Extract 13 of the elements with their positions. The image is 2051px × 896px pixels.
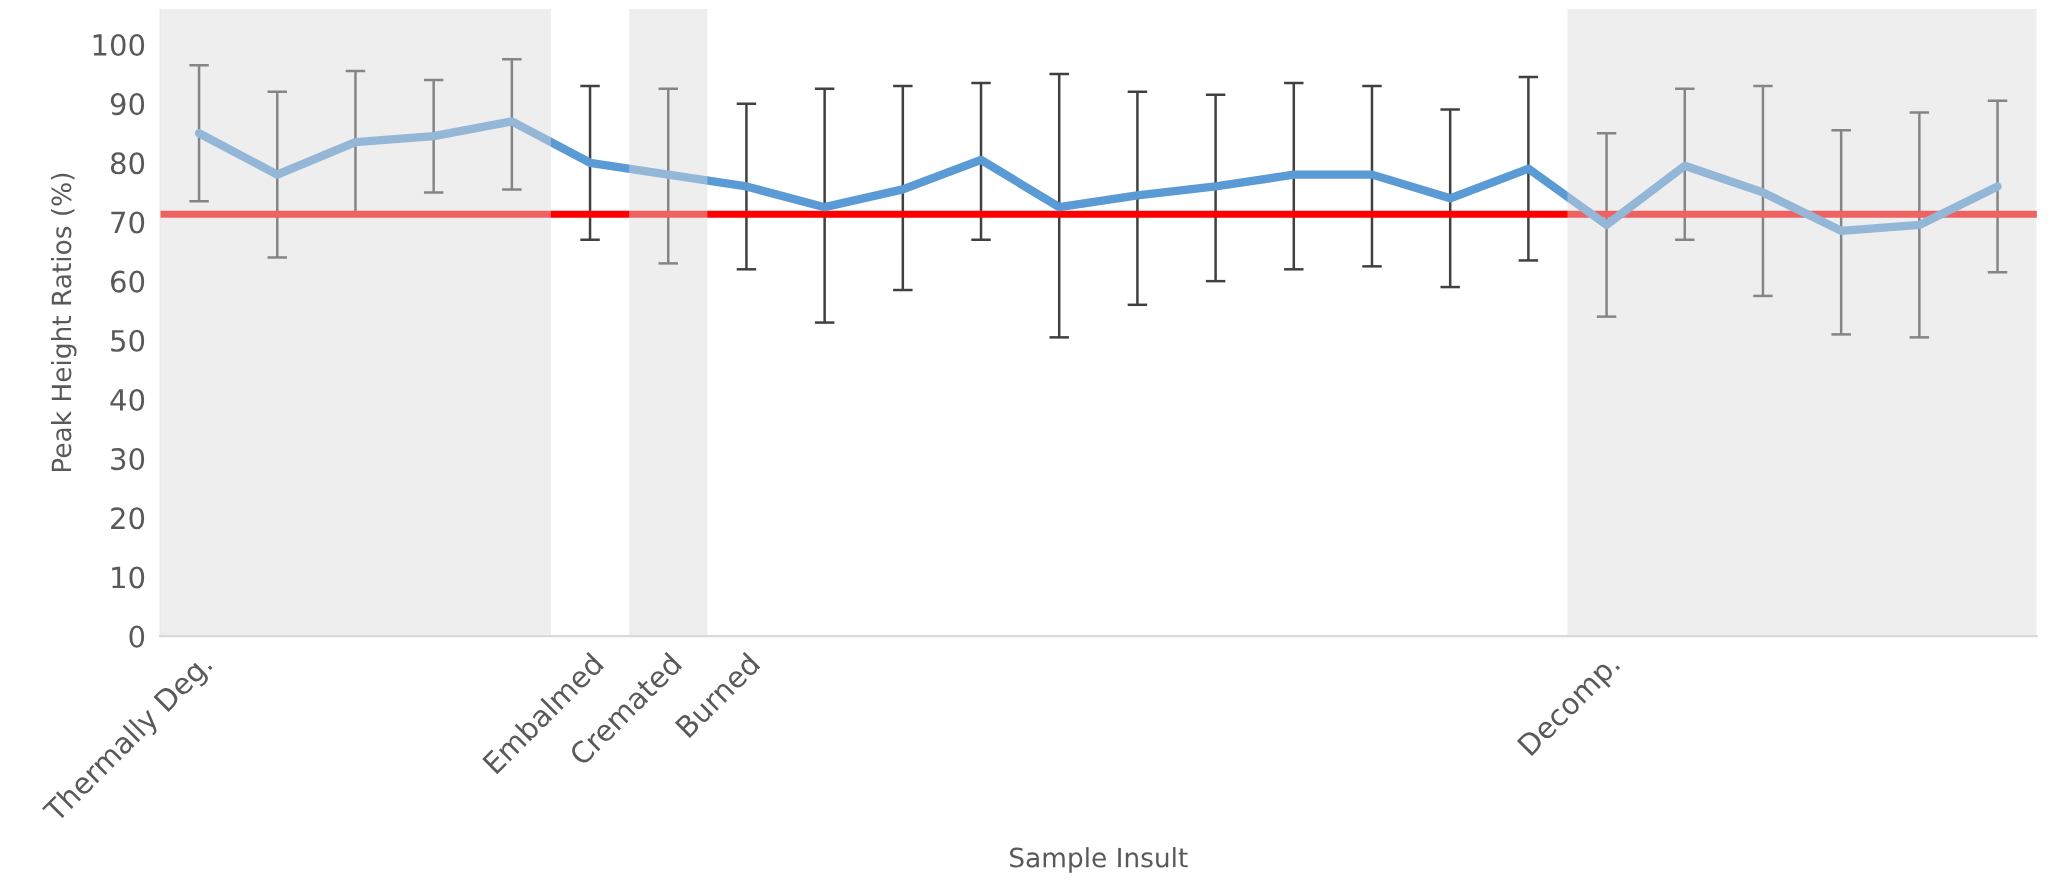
y-tick-label: 10 [112,566,145,589]
y-tick-label: 100 [93,33,145,56]
y-axis-title: Peak Height Ratios (%) [50,173,77,472]
y-tick-label: 0 [129,625,145,648]
y-tick-label: 60 [111,270,145,293]
y-tick-label: 90 [110,93,145,116]
y-tick-label: 20 [111,507,145,530]
y-tick-label: 40 [110,388,145,411]
y-tick-label: 70 [111,211,145,234]
y-tick-label: 80 [110,152,145,175]
y-tick-label: 50 [111,329,145,352]
x-axis-title: Sample Insult [1010,847,1188,873]
y-tick-label: 30 [111,448,145,471]
